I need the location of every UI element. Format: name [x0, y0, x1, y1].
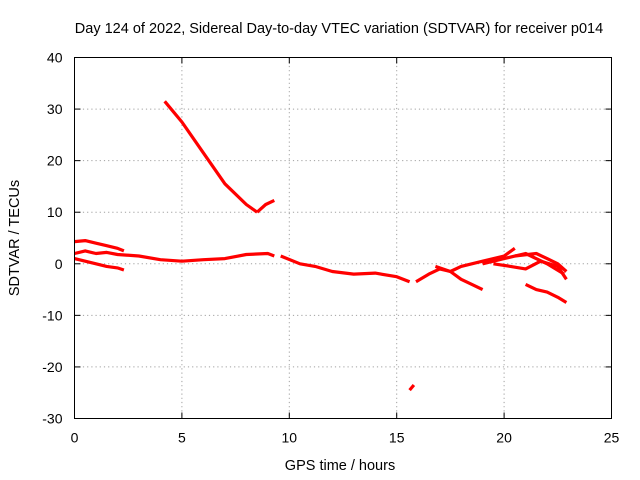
- y-tick-label: -10: [42, 307, 62, 323]
- y-axis-label: SDTVAR / TECUs: [7, 180, 23, 296]
- x-tick-label: 10: [282, 430, 298, 446]
- ticks: [74, 57, 612, 419]
- y-tick-label: 20: [47, 153, 63, 169]
- y-tick-label: 30: [47, 101, 63, 117]
- series-descending-track: [163, 100, 259, 214]
- grid: [74, 57, 612, 419]
- y-tick-label: 10: [47, 204, 63, 220]
- series-right-cluster-c: [514, 251, 568, 273]
- series-upper-left-arc: [74, 239, 125, 253]
- series-main-band-middle: [280, 254, 411, 284]
- y-tick-label: 40: [47, 50, 63, 66]
- series-outlier: [408, 383, 416, 392]
- chart-title: Day 124 of 2022, Sidereal Day-to-day VTE…: [75, 21, 603, 37]
- x-tick-label: 15: [389, 430, 405, 446]
- series-main-band-right: [415, 247, 516, 284]
- tick-labels: 0 5 10 15 20 25 -30 -20 -10 0 10 20 30 40: [42, 50, 619, 446]
- x-tick-label: 0: [71, 430, 79, 446]
- x-tick-label: 20: [496, 430, 512, 446]
- series-main-band-left-lower: [74, 257, 125, 272]
- x-tick-label: 25: [604, 430, 620, 446]
- series-hook: [256, 198, 275, 214]
- x-axis-label: GPS time / hours: [285, 458, 395, 474]
- series-right-lower-arc: [434, 264, 484, 292]
- series-right-cluster-b: [493, 259, 568, 281]
- series-main-band-left: [74, 249, 275, 263]
- x-tick-label: 5: [178, 430, 186, 446]
- y-tick-label: 0: [55, 256, 63, 272]
- series-group: [74, 100, 568, 392]
- plot-frame: [74, 57, 612, 419]
- series-right-tail: [524, 282, 568, 304]
- y-tick-label: -30: [42, 411, 62, 427]
- y-tick-label: -20: [42, 359, 62, 375]
